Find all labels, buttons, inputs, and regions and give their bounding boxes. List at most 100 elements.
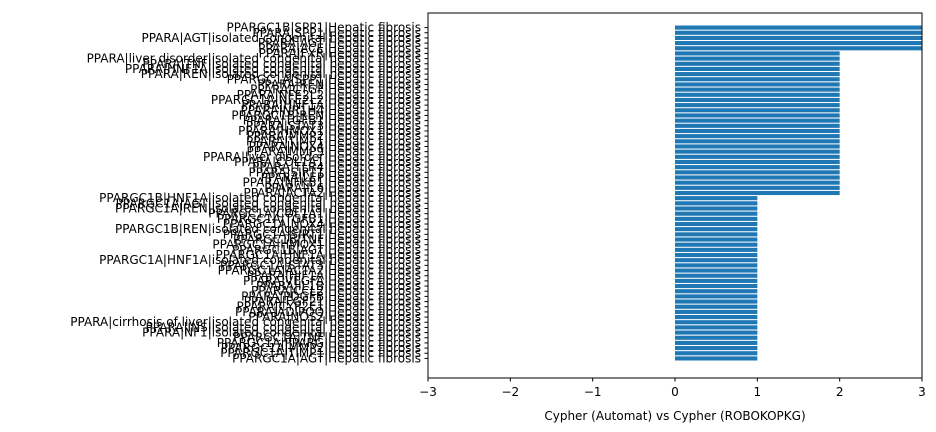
bar bbox=[675, 51, 840, 56]
y-tick-label: PPARGC1A|REN|isolated congenital hepatic… bbox=[115, 202, 421, 216]
y-tick-label: PPARGC1B|HNF1A|isolated congenital hepat… bbox=[99, 191, 421, 205]
y-tick-label: PPARGC1A|SPP1|Hepatic fibrosis bbox=[227, 72, 421, 86]
bar bbox=[675, 309, 758, 314]
y-tick-label: PPARA|ADIPOQ|Hepatic fibrosis bbox=[235, 305, 421, 319]
y-tick-label: PPARGC1A|NOX4|Hepatic fibrosis bbox=[223, 217, 421, 231]
y-tick-label: PPARGC1A|AGT|Hepatic fibrosis bbox=[232, 351, 421, 365]
y-tick-label: PPARGC1A|MMP2|Hepatic fibrosis bbox=[221, 341, 421, 355]
y-tick-label: PPARA|MMP2|Hepatic fibrosis bbox=[247, 129, 422, 143]
bar bbox=[675, 144, 840, 149]
x-ticks: −3 −2 −1 0 1 2 3 bbox=[419, 378, 926, 399]
y-tick-label: PPARA|MMP9|Hepatic fibrosis bbox=[247, 145, 422, 159]
y-tick-label: PPARGC1A|TGFB1|Hepatic fibrosis bbox=[217, 212, 421, 226]
y-tick-label: PPARA|CYP2E1|Hepatic fibrosis bbox=[237, 300, 422, 314]
y-tick-label: PPARA|SIRT1|Hepatic fibrosis bbox=[249, 165, 422, 179]
bar bbox=[675, 283, 758, 289]
bar bbox=[675, 221, 758, 227]
y-tick-label: PPARA|NOX4|Hepatic fibrosis bbox=[249, 139, 421, 153]
bar bbox=[675, 304, 758, 309]
bar bbox=[675, 149, 840, 154]
y-tick-label: PPARA|cirrhosis of liver|isolated congen… bbox=[70, 315, 421, 329]
y-tick-label: PPARA|NR1H4|Hepatic fibrosis bbox=[240, 103, 421, 117]
y-tick-label: PPARA|TIMP1|Hepatic fibrosis bbox=[246, 134, 421, 148]
bar bbox=[675, 263, 758, 268]
bar bbox=[675, 159, 840, 165]
y-tick-label: PPARA|NFE2L2|Hepatic fibrosis bbox=[237, 88, 421, 102]
bar bbox=[675, 190, 840, 196]
bar bbox=[675, 351, 758, 356]
y-tick-label: PPARA|IL6|Hepatic fibrosis bbox=[264, 181, 421, 195]
bar bbox=[675, 356, 758, 361]
bar bbox=[675, 346, 758, 351]
y-tick-label: PPARA|NOS2|Hepatic fibrosis bbox=[248, 310, 421, 324]
bar bbox=[675, 252, 758, 258]
bar bbox=[675, 165, 840, 170]
bars-group bbox=[675, 25, 922, 361]
x-tick-label: 0 bbox=[671, 385, 679, 399]
y-tick-label: PPARGC1A|HNF1A|isolated congenital hepat… bbox=[99, 253, 421, 267]
bar bbox=[675, 72, 840, 77]
y-tick-label: PPARA|TNF|isolated congenital hepatic fi… bbox=[142, 57, 421, 71]
y-tick-label: PPARA|VEGFA|Hepatic fibrosis bbox=[243, 274, 421, 288]
bar bbox=[675, 268, 758, 273]
bar bbox=[675, 216, 758, 221]
bar bbox=[675, 35, 922, 40]
bar bbox=[675, 134, 840, 139]
y-tick-label: PPARGC1B|TNF|Hepatic fibrosis bbox=[233, 233, 421, 247]
bar bbox=[675, 247, 758, 252]
bar bbox=[675, 206, 758, 211]
y-tick-label: PPARGC1A|TNF|Hepatic fibrosis bbox=[233, 331, 421, 345]
bar bbox=[675, 170, 840, 175]
bar bbox=[675, 25, 922, 30]
y-tick-labels: PPARGC1B|SPP1|Hepatic fibrosisPPARA|SPP1… bbox=[70, 21, 428, 365]
y-tick-label: PPARA|TLR4|Hepatic fibrosis bbox=[252, 160, 421, 174]
bar bbox=[675, 118, 840, 123]
bar bbox=[675, 87, 840, 92]
x-tick-label: −3 bbox=[419, 385, 437, 399]
bar bbox=[675, 258, 758, 263]
x-axis-label: Cypher (Automat) vs Cypher (ROBOKOPKG) bbox=[544, 409, 805, 423]
x-tick-label: 3 bbox=[918, 385, 926, 399]
y-tick-label: PPARA|FGF21|Hepatic fibrosis bbox=[244, 295, 421, 309]
bar bbox=[675, 180, 840, 185]
bar bbox=[675, 113, 840, 118]
y-tick-label: PPARA|AGT|isolated congenital hepatic fi… bbox=[141, 31, 421, 45]
bar bbox=[675, 103, 840, 108]
bar bbox=[675, 128, 840, 134]
bar bbox=[675, 278, 758, 283]
y-tick-label: PPARGC1A|AGT|isolated congenital hepatic… bbox=[116, 196, 421, 210]
plot-frame bbox=[427, 12, 923, 379]
bar bbox=[675, 92, 840, 97]
y-tick-label: PPARGC1A|STAT3|Hepatic fibrosis bbox=[220, 258, 421, 272]
y-tick-label: PPARA|HNF1A|Hepatic fibrosis bbox=[241, 98, 421, 112]
bar bbox=[675, 196, 758, 201]
y-tick-label: PPARA|liver disorder|Hepatic fibrosis bbox=[203, 150, 421, 164]
x-tick-label: −2 bbox=[501, 385, 519, 399]
y-tick-label: PPARGC1A|HMOX1|Hepatic fibrosis bbox=[212, 238, 421, 252]
bar bbox=[675, 335, 758, 340]
bar bbox=[675, 175, 840, 180]
y-tick-label: PPARA|HIF1A|Hepatic fibrosis bbox=[247, 269, 421, 283]
y-tick-label: PPARGC1A|PPARG|Hepatic fibrosis bbox=[217, 336, 421, 350]
y-tick-label: PPARGC1A|ACTA2|Hepatic fibrosis bbox=[218, 264, 421, 278]
y-tick-label: PPARA|TGFB1|Hepatic fibrosis bbox=[243, 114, 421, 128]
y-tick-label: PPARA|HNF1A|isolated congenital hepatic … bbox=[125, 62, 421, 76]
y-tick-label: PPARGC1B|AGT|Hepatic fibrosis bbox=[232, 243, 421, 257]
bar bbox=[675, 320, 758, 325]
bar bbox=[675, 82, 840, 87]
y-tick-label: PPARGC1B|SPP1|Hepatic fibrosis bbox=[227, 21, 421, 35]
y-tick-label: PPARGC1A|NFE2L2|Hepatic fibrosis bbox=[211, 93, 421, 107]
y-tick-label: PPARA|liver disorder|isolated congenital… bbox=[87, 52, 421, 66]
bar bbox=[675, 30, 922, 35]
y-tick-label: PPARA|CTGF|Hepatic fibrosis bbox=[250, 83, 421, 97]
bar bbox=[675, 66, 840, 72]
y-tick-label: PPARA|IL1B|Hepatic fibrosis bbox=[256, 279, 421, 293]
bar bbox=[675, 41, 922, 46]
y-tick-label: PPARGC1B|REN|isolated congenital hepatic… bbox=[115, 222, 421, 236]
bar bbox=[675, 237, 758, 242]
y-tick-label: PPARA|NFKB1|Hepatic fibrosis bbox=[242, 176, 421, 190]
bar bbox=[675, 154, 840, 159]
bar bbox=[675, 185, 840, 190]
y-tick-label: PPARGC1A|TIMP1|Hepatic fibrosis bbox=[220, 346, 421, 360]
